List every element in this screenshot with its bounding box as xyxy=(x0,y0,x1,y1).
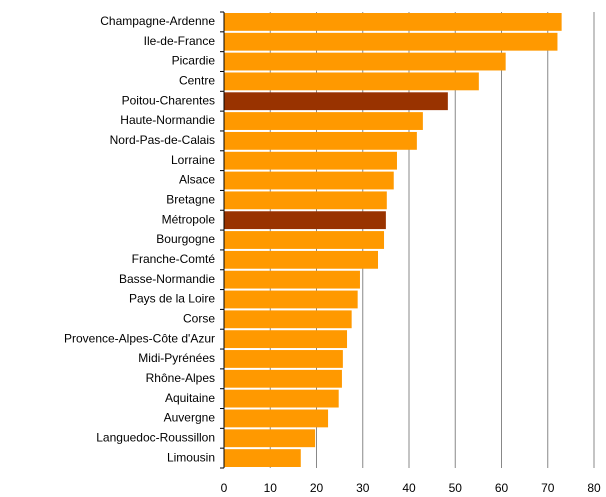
x-tick-label: 50 xyxy=(449,481,463,495)
y-tick-label: Pays de la Loire xyxy=(129,292,215,306)
y-tick-label: Lorraine xyxy=(171,153,215,167)
bar xyxy=(224,250,379,269)
bar xyxy=(224,131,417,150)
y-tick-label: Nord-Pas-de-Calais xyxy=(110,133,215,147)
bar xyxy=(224,350,343,368)
bar xyxy=(224,92,448,111)
bar xyxy=(224,191,387,210)
bar xyxy=(224,112,423,130)
x-tick-label: 70 xyxy=(541,481,555,495)
bar xyxy=(224,151,397,170)
bar xyxy=(224,389,339,408)
bar xyxy=(224,270,360,289)
y-tick-label: Limousin xyxy=(167,450,215,464)
y-tick-label: Haute-Normandie xyxy=(120,113,215,127)
y-tick-label: Poitou-Charentes xyxy=(122,93,215,107)
y-tick-label: Alsace xyxy=(179,173,215,187)
y-tick-label: Auvergne xyxy=(164,411,216,425)
y-tick-label: Centre xyxy=(179,74,215,88)
bar xyxy=(224,32,558,51)
bar xyxy=(224,231,385,249)
x-tick-label: 0 xyxy=(221,481,228,495)
y-tick-label: Métropole xyxy=(162,212,216,226)
y-tick-label: Basse-Normandie xyxy=(119,272,215,286)
bar xyxy=(224,13,562,31)
y-tick-label: Bourgogne xyxy=(156,232,215,246)
x-tick-label: 10 xyxy=(264,481,278,495)
x-tick-label: 20 xyxy=(310,481,324,495)
y-tick-label: Picardie xyxy=(172,54,216,68)
x-tick-label: 30 xyxy=(356,481,370,495)
bar xyxy=(224,330,348,349)
bar xyxy=(224,290,358,309)
y-tick-label: Champagne-Ardenne xyxy=(100,14,215,28)
y-tick-label: Rhône-Alpes xyxy=(146,371,215,385)
y-tick-label: Ile-de-France xyxy=(144,34,216,48)
bar xyxy=(224,429,316,448)
bar xyxy=(224,211,386,230)
bar xyxy=(224,310,352,329)
y-tick-label: Bretagne xyxy=(166,193,215,207)
y-tick-label: Corse xyxy=(183,311,215,325)
x-tick-label: 40 xyxy=(402,481,416,495)
y-tick-label: Midi-Pyrénées xyxy=(138,351,215,365)
y-tick-label: Languedoc-Roussillon xyxy=(96,430,215,444)
bar xyxy=(224,409,329,428)
bar xyxy=(224,369,342,388)
bar xyxy=(224,72,479,91)
y-tick-label: Franche-Comté xyxy=(132,252,216,266)
x-tick-label: 80 xyxy=(587,481,601,495)
bar xyxy=(224,449,301,467)
bar xyxy=(224,52,506,71)
y-tick-label: Provence-Alpes-Côte d'Azur xyxy=(64,331,215,345)
bar xyxy=(224,171,394,190)
x-tick-label: 60 xyxy=(495,481,509,495)
y-tick-label: Aquitaine xyxy=(165,391,215,405)
